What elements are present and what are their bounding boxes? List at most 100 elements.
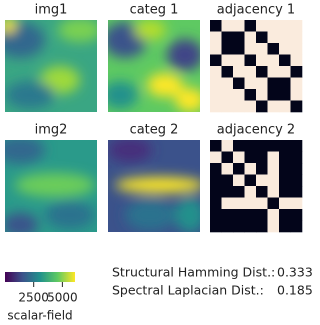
panel-title: categ 1 bbox=[130, 3, 179, 18]
matrix-cell bbox=[290, 66, 303, 78]
matrix-cell bbox=[233, 31, 245, 44]
matrix-cell bbox=[256, 77, 268, 90]
matrix-cell bbox=[210, 220, 222, 233]
categ2-image bbox=[108, 140, 200, 232]
matrix-cell bbox=[279, 100, 291, 113]
colorbar-label: scalar-field bbox=[7, 309, 72, 323]
matrix-cell bbox=[221, 220, 234, 233]
categ1-image bbox=[108, 20, 200, 112]
matrix-cell bbox=[233, 140, 245, 152]
matrix-cell bbox=[267, 100, 280, 113]
matrix-cell bbox=[267, 89, 280, 101]
matrix-cell bbox=[290, 20, 303, 32]
matrix-cell bbox=[221, 197, 234, 210]
matrix-cell bbox=[256, 43, 268, 55]
matrix-cell bbox=[244, 54, 257, 67]
matrix-cell bbox=[244, 174, 257, 187]
matrix-cell bbox=[210, 197, 222, 210]
matrix-cell bbox=[290, 220, 303, 233]
matrix-cell bbox=[267, 77, 280, 90]
matrix-cell bbox=[233, 100, 245, 113]
matrix-cell bbox=[256, 163, 268, 175]
matrix-cell bbox=[221, 77, 234, 90]
matrix-cell bbox=[279, 77, 291, 90]
colorbar-tick-label: 5000 bbox=[47, 291, 78, 305]
matrix-cell bbox=[267, 163, 280, 175]
matrix-cell bbox=[244, 100, 257, 113]
matrix-cell bbox=[267, 140, 280, 152]
matrix-cell bbox=[221, 163, 234, 175]
matrix-cell bbox=[210, 89, 222, 101]
matrix-cell bbox=[267, 151, 280, 164]
img1-image bbox=[5, 20, 97, 112]
matrix-cell bbox=[256, 151, 268, 164]
matrix-cell bbox=[210, 77, 222, 90]
matrix-cell bbox=[279, 174, 291, 187]
matrix-cell bbox=[256, 54, 268, 67]
matrix-cell bbox=[233, 66, 245, 78]
matrix-cell bbox=[256, 89, 268, 101]
matrix-cell bbox=[244, 209, 257, 221]
matrix-cell bbox=[233, 174, 245, 187]
matrix-cell bbox=[210, 43, 222, 55]
matrix-cell bbox=[210, 31, 222, 44]
matrix-cell bbox=[256, 20, 268, 32]
matrix-cell bbox=[221, 209, 234, 221]
matrix-cell bbox=[210, 151, 222, 164]
panel-title: categ 2 bbox=[130, 123, 179, 138]
matrix-cell bbox=[233, 220, 245, 233]
panel-title: adjacency 1 bbox=[217, 3, 295, 18]
matrix-cell bbox=[233, 163, 245, 175]
matrix-cell bbox=[290, 163, 303, 175]
matrix-cell bbox=[221, 140, 234, 152]
matrix-cell bbox=[233, 186, 245, 198]
matrix-cell bbox=[290, 174, 303, 187]
matrix-cell bbox=[267, 66, 280, 78]
matrix-cell bbox=[256, 140, 268, 152]
matrix-cell bbox=[244, 77, 257, 90]
matrix-cell bbox=[279, 186, 291, 198]
matrix-cell bbox=[210, 20, 222, 32]
matrix-cell bbox=[256, 186, 268, 198]
matrix-cell bbox=[279, 43, 291, 55]
matrix-cell bbox=[267, 54, 280, 67]
matrix-cell bbox=[279, 89, 291, 101]
matrix-cell bbox=[256, 197, 268, 210]
matrix-cell bbox=[279, 66, 291, 78]
matrix-cell bbox=[244, 43, 257, 55]
matrix-cell bbox=[256, 31, 268, 44]
panel-title: img2 bbox=[35, 123, 68, 138]
metric-value: 0.333 bbox=[277, 265, 313, 280]
matrix-cell bbox=[256, 100, 268, 113]
matrix-cell bbox=[279, 54, 291, 67]
matrix-cell bbox=[221, 31, 234, 44]
matrix-cell bbox=[256, 220, 268, 233]
matrix-cell bbox=[267, 43, 280, 55]
matrix-cell bbox=[233, 151, 245, 164]
matrix-cell bbox=[221, 174, 234, 187]
colorbar-tick-label: 2500 bbox=[18, 291, 49, 305]
matrix-cell bbox=[290, 186, 303, 198]
colorbar bbox=[5, 272, 75, 282]
matrix-cell bbox=[244, 186, 257, 198]
matrix-cell bbox=[290, 31, 303, 44]
matrix-cell bbox=[290, 151, 303, 164]
panel-title: adjacency 2 bbox=[217, 123, 295, 138]
matrix-cell bbox=[210, 163, 222, 175]
matrix-cell bbox=[233, 54, 245, 67]
matrix-cell bbox=[221, 100, 234, 113]
matrix-cell bbox=[279, 209, 291, 221]
matrix-cell bbox=[221, 151, 234, 164]
matrix-cell bbox=[290, 43, 303, 55]
matrix-cell bbox=[233, 197, 245, 210]
matrix-cell bbox=[279, 20, 291, 32]
matrix-cell bbox=[290, 100, 303, 113]
matrix-cell bbox=[290, 77, 303, 90]
metric-label: Structural Hamming Dist.: bbox=[112, 265, 275, 280]
matrix-cell bbox=[279, 151, 291, 164]
matrix-cell bbox=[290, 89, 303, 101]
matrix-cell bbox=[279, 197, 291, 210]
matrix-cell bbox=[267, 186, 280, 198]
